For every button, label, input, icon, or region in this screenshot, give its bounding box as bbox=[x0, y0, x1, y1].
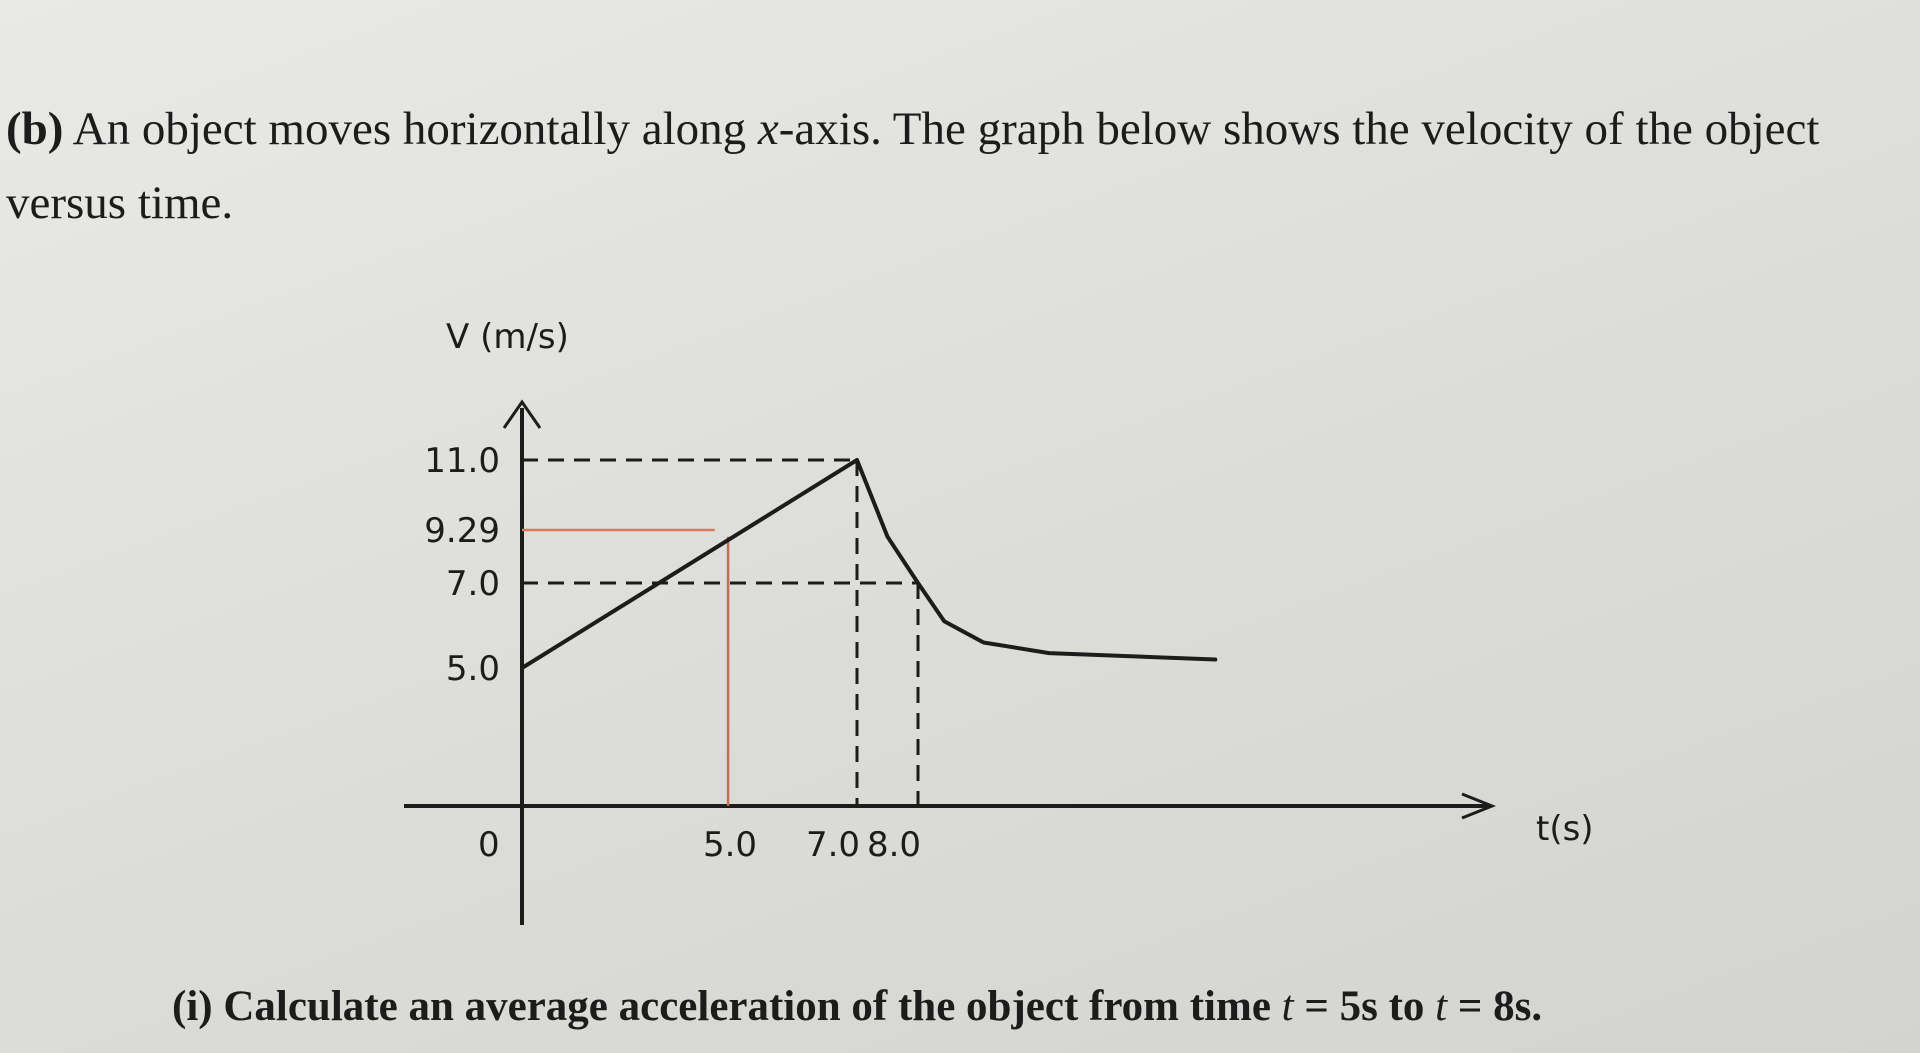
problem-axis-var: x bbox=[757, 103, 779, 155]
problem-label: (b) bbox=[6, 103, 64, 155]
question-t-var: t bbox=[1281, 983, 1294, 1030]
problem-statement: (b) An object moves horizontally along x… bbox=[6, 92, 1906, 240]
question-label: (i) bbox=[172, 983, 213, 1030]
problem-text-start: An object moves horizontally along bbox=[72, 103, 758, 155]
question-t-var-2: t bbox=[1435, 983, 1448, 1030]
velocity-series-line-0 bbox=[520, 458, 1218, 670]
y-axis-arrowhead bbox=[502, 399, 542, 429]
x-axis-arrowhead bbox=[1461, 792, 1497, 820]
question-from: = 5s to bbox=[1304, 983, 1425, 1030]
y-tick-label: 11.0 bbox=[424, 441, 500, 481]
problem-text-end: -axis. The graph below shows the velocit… bbox=[6, 103, 1820, 229]
y-axis-label: V (m/s) bbox=[446, 317, 569, 357]
question-i: (i) Calculate an average acceleration of… bbox=[172, 982, 1542, 1031]
origin-label: 0 bbox=[478, 825, 500, 865]
x-tick-label: 8.0 bbox=[867, 825, 921, 865]
question-to: = 8s. bbox=[1457, 983, 1543, 1030]
x-tick-label: 5.0 bbox=[703, 825, 757, 865]
y-tick-label: 9.29 bbox=[424, 511, 500, 551]
y-tick-label: 5.0 bbox=[446, 649, 500, 689]
x-tick-label: 7.0 bbox=[806, 825, 860, 865]
x-axis-label: t(s) bbox=[1536, 809, 1594, 849]
y-tick-label: 7.0 bbox=[446, 564, 500, 604]
question-text: Calculate an average acceleration of the… bbox=[223, 983, 1271, 1030]
